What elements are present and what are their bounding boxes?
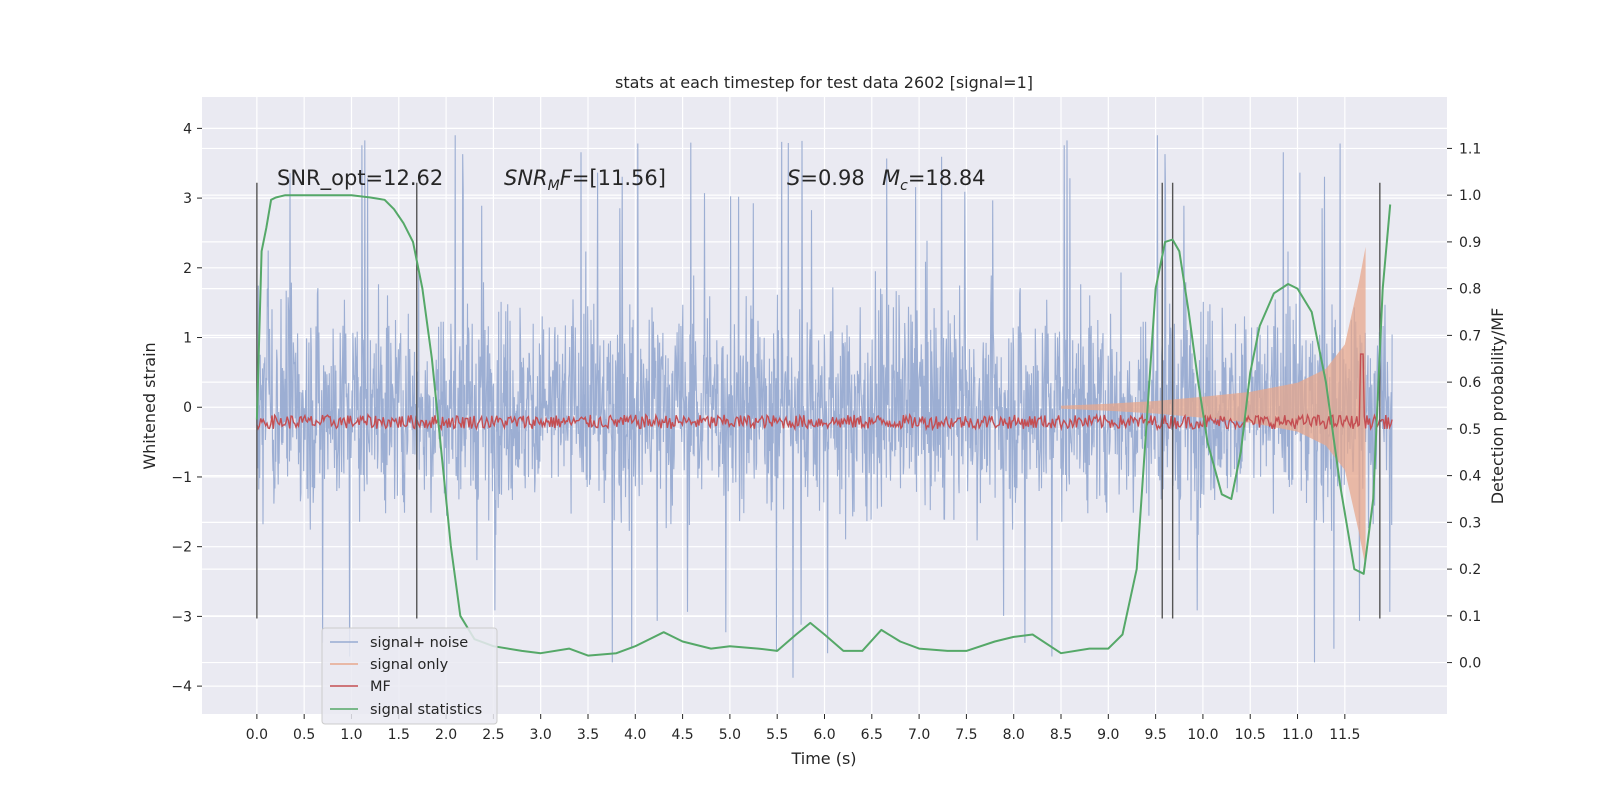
x-tick-label: 0.5 [293, 727, 315, 743]
snr-opt-annotation: SNR_opt=12.62 [277, 166, 443, 191]
right-y-axis-ticks: 0.0 0.1 0.2 0.3 0.4 0.5 0.6 0.7 0.8 0.9 1.0 1.1 [1447, 141, 1481, 672]
y-axis-ticks: −4 −3 −2 −1 0 1 2 3 4 [171, 121, 202, 695]
signal-statistics-line [255, 194, 1392, 657]
right-y-axis-label: Detection probability/MF [1488, 308, 1507, 505]
x-tick-label: 11.0 [1282, 727, 1313, 743]
right-y-tick-label: 1.0 [1459, 188, 1481, 204]
right-y-tick-label: 0.5 [1459, 422, 1481, 438]
signal-statistics-series [255, 194, 1392, 657]
x-tick-label: 7.0 [908, 727, 930, 743]
right-y-tick-label: 0.7 [1459, 328, 1481, 344]
x-tick-label: 5.0 [719, 727, 741, 743]
y-tick-label: 0 [183, 400, 192, 416]
x-tick-label: 2.5 [482, 727, 504, 743]
x-tick-label: 10.0 [1187, 727, 1218, 743]
legend-label-signal-noise: signal+ noise [370, 635, 468, 651]
y-tick-label: 4 [183, 121, 192, 137]
legend: signal+ noise signal only MF signal stat… [321, 627, 498, 725]
snr-mf-annotation: SNRMF=[11.56] [504, 166, 666, 194]
x-tick-label: 8.0 [1003, 727, 1025, 743]
x-tick-label: 11.5 [1329, 727, 1360, 743]
y-tick-label: 2 [183, 261, 192, 277]
x-tick-label: 1.5 [388, 727, 410, 743]
right-y-tick-label: 0.0 [1459, 656, 1481, 672]
x-tick-label: 2.0 [435, 727, 457, 743]
x-axis-label: Time (s) [790, 749, 856, 768]
legend-label-mf: MF [370, 679, 391, 695]
x-axis-ticks: 0.0 0.5 1.0 1.5 2.0 2.5 3.0 3.5 4.0 4.5 5.0 5.5 6.0 6… [246, 714, 1360, 743]
x-tick-label: 6.5 [861, 727, 883, 743]
x-tick-label: 8.5 [1050, 727, 1072, 743]
x-tick-label: 4.0 [624, 727, 646, 743]
right-y-tick-label: 0.4 [1459, 469, 1481, 485]
legend-box [321, 627, 498, 725]
x-tick-label: 9.0 [1097, 727, 1119, 743]
x-tick-label: 4.5 [671, 727, 693, 743]
right-y-tick-label: 1.1 [1459, 141, 1481, 157]
y-tick-label: 1 [183, 331, 192, 347]
y-tick-label: −3 [171, 609, 192, 625]
x-tick-label: 7.5 [955, 727, 977, 743]
mf-series [256, 353, 1393, 432]
x-tick-label: 5.5 [766, 727, 788, 743]
s-annotation: S=0.98 [787, 166, 865, 190]
right-y-tick-label: 0.8 [1459, 282, 1481, 298]
right-y-tick-label: 0.6 [1459, 375, 1481, 391]
signal-only-envelope [1061, 246, 1366, 568]
x-tick-label: 10.5 [1235, 727, 1266, 743]
x-tick-label: 3.5 [577, 727, 599, 743]
right-y-tick-label: 0.9 [1459, 235, 1481, 251]
right-y-tick-label: 0.3 [1459, 515, 1481, 531]
x-tick-label: 6.0 [813, 727, 835, 743]
y-tick-label: 3 [183, 191, 192, 207]
mf-line [256, 353, 1393, 432]
x-tick-label: 9.5 [1144, 727, 1166, 743]
x-tick-label: 3.0 [530, 727, 552, 743]
signal-only-series [1061, 246, 1366, 568]
right-y-tick-label: 0.2 [1459, 562, 1481, 578]
y-tick-label: −2 [171, 540, 192, 556]
x-tick-label: 0.0 [246, 727, 268, 743]
chart-title: stats at each timestep for test data 260… [615, 73, 1033, 92]
right-y-tick-label: 0.1 [1459, 609, 1481, 625]
legend-label-signal-statistics: signal statistics [370, 702, 482, 718]
legend-label-signal-only: signal only [370, 657, 449, 673]
y-axis-label: Whitened strain [140, 342, 159, 469]
mc-annotation: Mc=18.84 [882, 166, 986, 194]
x-tick-label: 1.0 [340, 727, 362, 743]
y-tick-label: −4 [171, 679, 192, 695]
y-tick-label: −1 [171, 470, 192, 486]
